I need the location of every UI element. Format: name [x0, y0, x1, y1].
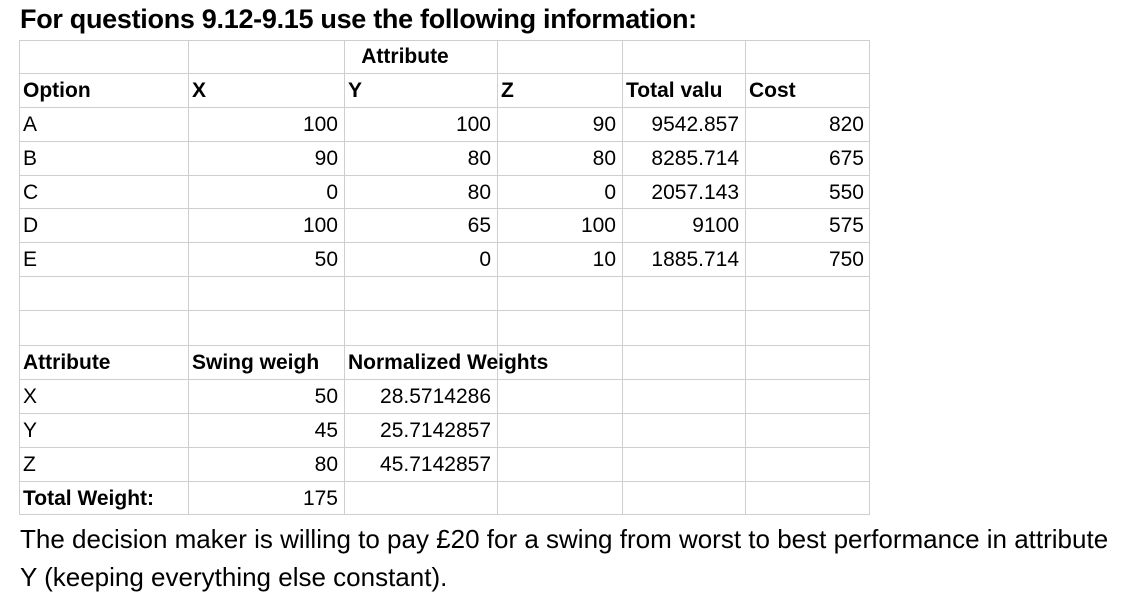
cell-total-value: 9100: [692, 214, 739, 237]
cell-total-value: 1885.714: [651, 248, 739, 271]
weight-attribute-label: Y: [23, 419, 38, 442]
swing-weight-value: 80: [314, 453, 338, 476]
weight-attribute-label: Z: [23, 453, 36, 476]
cell-cost: 820: [828, 113, 864, 136]
option-label: E: [23, 248, 38, 271]
weights-header-attribute: Attribute: [23, 351, 111, 374]
swing-weight-value: 50: [314, 385, 338, 408]
cell-y: 65: [467, 214, 491, 237]
swing-weight-value: 45: [314, 419, 338, 442]
cell-y: 80: [467, 147, 491, 170]
cell-cost: 750: [828, 248, 864, 271]
header-cost: Cost: [749, 79, 796, 102]
cell-y: 100: [455, 113, 491, 136]
spreadsheet-grid: Attribute Option X Y Z Total valu Cost A…: [19, 40, 870, 515]
option-label: C: [23, 181, 39, 204]
cell-x: 100: [302, 214, 338, 237]
cell-z: 0: [604, 181, 616, 204]
attribute-group-header: Attribute: [361, 45, 449, 68]
cell-cost: 575: [828, 214, 864, 237]
cell-z: 10: [592, 248, 616, 271]
cell-cost: 675: [828, 147, 864, 170]
normalized-weight-value: 45.7142857: [380, 453, 491, 476]
cell-z: 90: [592, 113, 616, 136]
cell-total-value: 9542.857: [651, 113, 739, 136]
header-z: Z: [501, 79, 514, 102]
normalized-weight-value: 25.7142857: [380, 419, 491, 442]
cell-y: 80: [467, 181, 491, 204]
cell-total-value: 8285.714: [651, 147, 739, 170]
weights-header-normalized: Normalized Weights: [348, 351, 549, 374]
cell-y: 0: [479, 248, 491, 271]
cell-x: 90: [314, 147, 338, 170]
problem-statement: The decision maker is willing to pay £20…: [20, 524, 1109, 592]
option-label: D: [23, 214, 39, 237]
option-label: B: [23, 147, 38, 170]
normalized-weight-value: 28.5714286: [380, 385, 491, 408]
option-label: A: [23, 113, 38, 136]
cell-cost: 550: [828, 181, 864, 204]
cell-z: 80: [592, 147, 616, 170]
cell-x: 0: [326, 181, 338, 204]
header-total-value: Total valu: [626, 79, 723, 102]
page-heading: For questions 9.12-9.15 use the followin…: [20, 4, 697, 34]
cell-x: 100: [302, 113, 338, 136]
weight-attribute-label: X: [23, 385, 38, 408]
header-y: Y: [348, 79, 363, 102]
header-option: Option: [23, 79, 91, 102]
cell-z: 100: [580, 214, 616, 237]
total-weight-value: 175: [302, 487, 338, 510]
header-x: X: [192, 79, 207, 102]
weights-header-swing-weight: Swing weigh: [192, 351, 320, 374]
cell-total-value: 2057.143: [651, 181, 739, 204]
total-weight-label: Total Weight:: [23, 487, 155, 510]
cell-x: 50: [314, 248, 338, 271]
